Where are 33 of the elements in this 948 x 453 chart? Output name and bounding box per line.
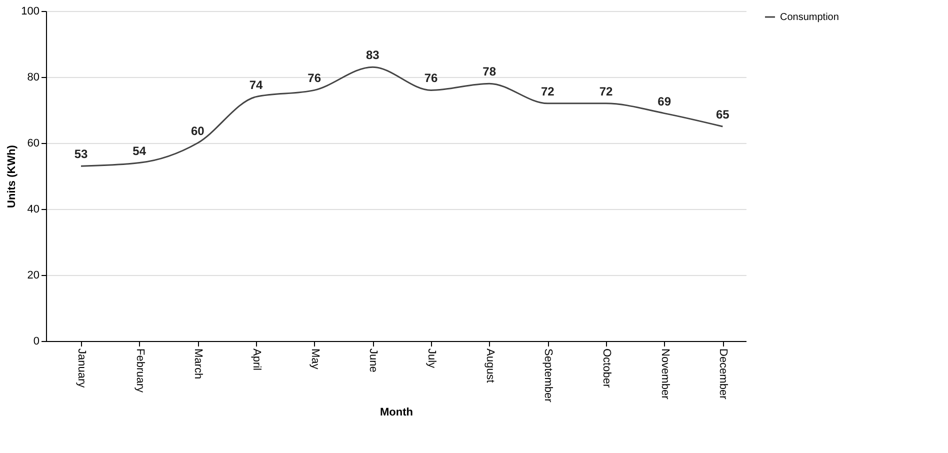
data-label: 76 [308, 71, 322, 86]
y-tick-label: 100 [21, 6, 40, 18]
x-tick-label: September [542, 348, 554, 403]
data-label: 74 [249, 78, 263, 92]
x-tick-label: October [600, 348, 612, 388]
data-label: 83 [366, 48, 380, 62]
x-tick-label: January [76, 348, 88, 388]
data-label: 54 [132, 144, 146, 158]
y-tick-label: 0 [33, 336, 40, 348]
data-label: 53 [74, 147, 88, 162]
y-tick-label: 60 [27, 138, 40, 150]
x-tick-label: April [250, 348, 262, 371]
x-tick-label: June [367, 348, 380, 372]
data-label: 60 [190, 124, 205, 138]
x-tick-label: May [308, 348, 321, 370]
data-label: 78 [482, 64, 496, 79]
y-tick-label: 20 [27, 270, 40, 282]
x-tick-label: August [484, 348, 496, 383]
data-label: 72 [540, 84, 555, 98]
x-tick-label: December [717, 348, 730, 400]
data-label: 69 [658, 94, 672, 108]
legend-label: Consumption [780, 12, 839, 23]
y-tick-label: 80 [27, 72, 40, 84]
x-axis-title: Month [380, 406, 414, 418]
data-label: 65 [716, 108, 730, 122]
x-tick-label: March [192, 348, 204, 380]
data-label: 72 [599, 84, 613, 98]
x-tick-label: November [658, 348, 671, 400]
x-tick-label: February [134, 348, 146, 394]
data-label: 76 [424, 71, 438, 86]
y-tick-label: 40 [27, 204, 40, 216]
y-axis-title: Units (KWh) [6, 144, 18, 208]
x-tick-label: July [426, 348, 438, 369]
